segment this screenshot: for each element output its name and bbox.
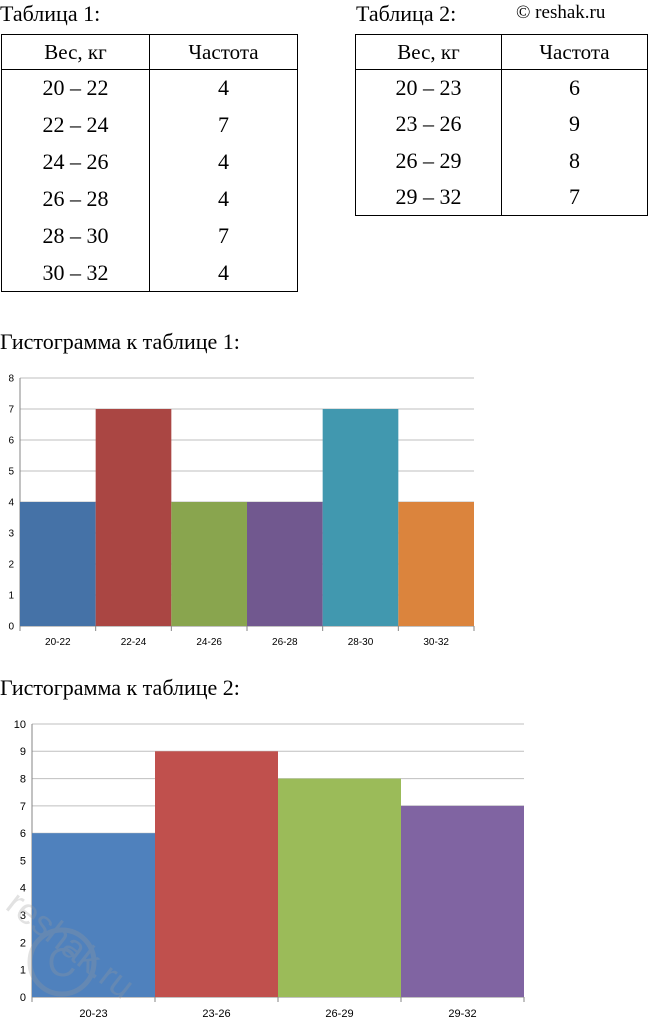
- table-row: 29 – 32 7: [355, 178, 648, 216]
- histogram1-caption: Гистограмма к таблице 1:: [0, 329, 240, 354]
- y-tick-label: 6: [20, 828, 26, 840]
- weight-cell: 30 – 32: [1, 254, 150, 292]
- copyright-circle-icon: [27, 927, 97, 997]
- bar: [401, 805, 524, 997]
- x-tick-label: 24-26: [196, 637, 222, 648]
- y-tick-label: 0: [20, 992, 26, 1004]
- bar: [32, 833, 155, 997]
- copyright-c-icon: C: [48, 941, 77, 985]
- bar: [398, 502, 474, 626]
- y-tick-label: 3: [8, 529, 14, 540]
- table1-caption: Таблица 1:: [0, 1, 101, 26]
- weight-cell: 24 – 26: [1, 143, 150, 181]
- table-row: 26 – 29 8: [355, 142, 648, 179]
- bar: [171, 502, 247, 626]
- y-tick-label: 4: [20, 883, 26, 895]
- y-tick-label: 4: [8, 498, 14, 509]
- histogram-chart-2: 0 1 2 3 4 5 6 7 8 9 10 20-23 23-26 26-29 29-32: [14, 719, 525, 1020]
- x-tick-label: 26-29: [325, 1008, 353, 1020]
- y-tick-label: 2: [20, 937, 26, 949]
- x-tick-label: 28-30: [348, 637, 374, 648]
- frequency-cell: 4: [218, 149, 229, 175]
- weight-cell: 20 – 22: [1, 69, 150, 107]
- frequency-cell: 7: [218, 112, 229, 138]
- watermark-logo: C reshak.ru: [0, 882, 143, 1007]
- frequency-cell: 7: [569, 183, 580, 209]
- y-tick-label: 10: [14, 719, 26, 731]
- frequency-cell: 4: [218, 75, 229, 101]
- header-weight: Вес, кг: [355, 34, 502, 70]
- x-tick-label: 20-22: [45, 637, 71, 648]
- y-tick-label: 0: [8, 622, 14, 633]
- table-header-row: Вес, кг Частота: [1, 34, 298, 70]
- histogram-chart-1: 0 1 2 3 4 5 6 7 8 20-22 22-24 24-26 26-28 28-30 30-32: [8, 374, 475, 648]
- y-tick-label: 1: [20, 965, 26, 977]
- frequency-cell: 4: [218, 185, 229, 211]
- table2-caption: Таблица 2:: [356, 1, 457, 26]
- table-row: 22 – 24 7: [1, 106, 298, 144]
- bar: [95, 409, 172, 626]
- weight-cell: 29 – 32: [355, 178, 502, 216]
- x-tick-label: 30-32: [423, 637, 449, 648]
- table-header-row: Вес, кг Частота: [355, 34, 648, 70]
- header-frequency: Частота: [149, 34, 298, 70]
- weight-cell: 26 – 28: [1, 180, 150, 218]
- weight-cell: 20 – 23: [355, 69, 502, 107]
- frequency-cell: 7: [218, 222, 229, 248]
- y-tick-label: 3: [20, 910, 26, 922]
- watermark-text: © reshak.ru: [516, 2, 606, 23]
- histogram2-caption: Гистограмма к таблице 2:: [0, 675, 240, 700]
- y-tick-label: 8: [20, 773, 26, 785]
- y-tick-label: 8: [8, 374, 14, 385]
- x-tick-label: 29-32: [448, 1008, 476, 1020]
- frequency-table-1: Вес, кг Частота 20 – 22 4 22 – 24 7 24 –…: [1, 34, 298, 292]
- x-tick-label: 23-26: [202, 1008, 230, 1020]
- y-tick-label: 7: [20, 801, 26, 813]
- table-row: 30 – 32 4: [1, 254, 298, 292]
- table-row: 24 – 26 4: [1, 143, 298, 181]
- weight-cell: 28 – 30: [1, 217, 150, 255]
- y-tick-label: 6: [8, 436, 14, 447]
- frequency-cell: 8: [569, 147, 580, 173]
- weight-cell: 22 – 24: [1, 106, 150, 144]
- bar: [20, 502, 96, 626]
- y-tick-label: 5: [20, 855, 26, 867]
- table-row: 20 – 22 4: [1, 69, 298, 107]
- table-row: 26 – 28 4: [1, 180, 298, 218]
- frequency-cell: 9: [569, 111, 580, 137]
- bar: [155, 751, 278, 997]
- table-row: 20 – 23 6: [355, 69, 648, 107]
- frequency-table-2: Вес, кг Частота 20 – 23 6 23 – 26 9 26 –…: [355, 34, 648, 216]
- watermark-logo-text: reshak.ru: [0, 882, 143, 1007]
- y-tick-label: 7: [8, 405, 14, 416]
- y-tick-label: 1: [8, 591, 14, 602]
- y-tick-label: 9: [20, 746, 26, 758]
- table-row: 23 – 26 9: [355, 106, 648, 143]
- weight-cell: 23 – 26: [355, 106, 502, 143]
- header-weight: Вес, кг: [1, 34, 150, 70]
- y-tick-label: 2: [8, 560, 14, 571]
- x-tick-label: 22-24: [121, 637, 147, 648]
- table-row: 28 – 30 7: [1, 217, 298, 255]
- bar: [247, 502, 323, 626]
- bar: [278, 778, 401, 997]
- bar: [322, 409, 399, 626]
- frequency-cell: 6: [569, 75, 580, 101]
- weight-cell: 26 – 29: [355, 142, 502, 179]
- y-tick-label: 5: [8, 467, 14, 478]
- x-tick-label: 26-28: [272, 637, 298, 648]
- header-frequency: Частота: [501, 34, 648, 70]
- x-tick-label: 20-23: [79, 1008, 107, 1020]
- frequency-cell: 4: [218, 259, 229, 285]
